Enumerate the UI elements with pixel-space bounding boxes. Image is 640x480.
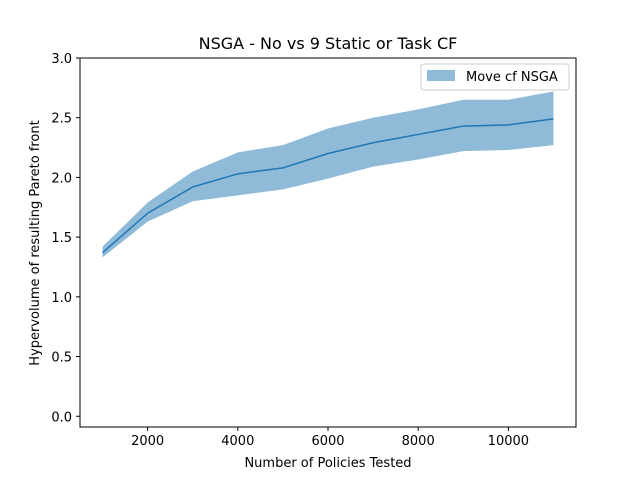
y-tick-label: 1.5 [51, 231, 72, 246]
y-tick-label: 2.0 [51, 171, 72, 186]
y-axis-label: Hypervolume of resulting Pareto front [28, 120, 43, 365]
x-tick-label: 8000 [402, 434, 435, 449]
y-tick-label: 0.0 [51, 410, 72, 425]
confidence-band [102, 91, 554, 258]
y-tick-label: 0.5 [51, 351, 72, 366]
x-tick-label: 6000 [311, 434, 344, 449]
x-axis-label: Number of Policies Tested [244, 456, 411, 471]
y-tick-label: 3.0 [51, 52, 72, 67]
confidence-band-layer [102, 91, 554, 258]
chart-title: NSGA - No vs 9 Static or Task CF [199, 34, 458, 53]
y-axis: 0.0 0.5 1.0 1.5 2.0 2.5 3.0 [51, 52, 80, 425]
legend-frame [420, 63, 570, 91]
legend: Move cf NSGA [420, 63, 570, 91]
y-tick-label: 1.0 [51, 291, 72, 306]
y-tick-label: 2.5 [51, 112, 72, 127]
series-line [102, 118, 554, 254]
x-tick-label: 10000 [488, 434, 529, 449]
x-tick-label: 4000 [221, 434, 254, 449]
x-axis: 2000 4000 6000 8000 10000 [131, 427, 529, 449]
legend-label: Move cf NSGA [466, 70, 558, 85]
series-line-layer [102, 118, 554, 254]
x-tick-label: 2000 [131, 434, 164, 449]
legend-swatch [427, 70, 455, 81]
